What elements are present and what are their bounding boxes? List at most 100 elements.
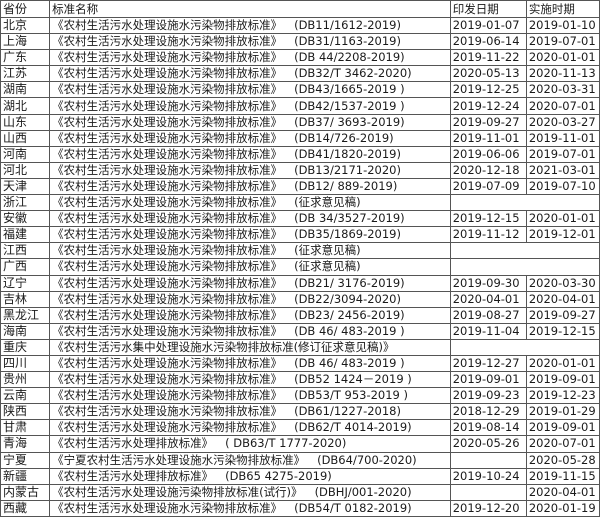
issue-date-cell[interactable]: 2018-12-29 [449,403,527,421]
effective-date-cell[interactable]: 2019-11-15 [525,467,600,485]
issue-date-cell[interactable]: 2019-01-07 [449,16,527,35]
standard-cell[interactable]: 《农村生活污水处理设施水污染物排放标准》 (DB22/3094-2020) [49,290,451,308]
province-cell[interactable]: 贵州 [0,371,51,389]
issue-date-cell[interactable]: 2019-12-25 [449,81,527,99]
issue-date-cell[interactable]: 2020-12-18 [449,161,527,179]
issue-date-cell[interactable]: 2019-12-27 [449,354,527,373]
effective-date-cell[interactable]: 2019-12-01 [525,226,600,244]
province-cell[interactable]: 河北 [0,161,51,179]
province-cell[interactable]: 辽宁 [0,274,51,292]
standard-cell[interactable]: 《农村生活污水处理设施水污染物排放标准》 (DB 44/2208-2019) [49,49,451,67]
standard-cell[interactable]: 《农村生活污水处理设施水污染物排放标准》 (征求意见稿) [49,258,451,276]
effective-date-cell[interactable]: 2020-04-01 [525,290,600,308]
effective-date-cell[interactable]: 2019-07-01 [525,145,600,163]
province-cell[interactable]: 青海 [0,435,51,453]
province-cell[interactable]: 云南 [0,387,51,405]
effective-date-cell[interactable]: 2019-01-10 [525,16,600,35]
date-cell-empty[interactable] [449,194,600,212]
effective-date-cell[interactable]: 2019-07-10 [525,177,600,196]
province-cell[interactable]: 吉林 [0,290,51,308]
issue-date-cell[interactable]: 2019-11-12 [449,226,527,244]
province-cell[interactable]: 湖北 [0,97,51,115]
issue-date-cell[interactable] [449,483,527,501]
province-cell[interactable]: 广西 [0,258,51,276]
effective-date-cell[interactable]: 2019-09-01 [525,371,600,389]
standard-cell[interactable]: 《农村生活污水处理设施污染物排放标准(试行)》 (DBHJ/001-2020) [49,483,451,501]
effective-date-cell[interactable]: 2020-01-01 [525,354,600,373]
province-cell[interactable]: 山东 [0,113,51,131]
standard-cell[interactable]: 《农村生活污水集中处理设施水污染物排放标准(修订征求意见稿)》 [49,338,451,356]
province-cell[interactable]: 陕西 [0,403,51,421]
standard-cell[interactable]: 《农村生活污水处理设施水污染物排放标准》 (DB 46/ 483-2019 ) [49,354,451,373]
standard-cell[interactable]: 《农村生活污水处理设施水污染物排放标准》 (DB54/T 0182-2019) [49,499,451,517]
standard-cell[interactable]: 《农村生活污水处理设施水污染物排放标准》 (征求意见稿) [49,194,451,212]
effective-date-cell[interactable]: 2019-12-15 [525,322,600,340]
province-cell[interactable]: 黑龙江 [0,306,51,324]
issue-date-cell[interactable] [449,451,527,469]
standard-cell[interactable]: 《农村生活污水处理设施水污染物排放标准》 (DB62/T 4014-2019) [49,419,451,437]
effective-date-cell[interactable]: 2020-05-28 [525,451,600,469]
issue-date-cell[interactable]: 2019-11-01 [449,129,527,147]
standard-cell[interactable]: 《农村生活污水处理设施水污染物排放标准》 (DB43/1665-2019 ) [49,81,451,99]
province-cell[interactable]: 江苏 [0,65,51,83]
standard-cell[interactable]: 《农村生活污水处理设施水污染物排放标准》 (DB31/1163-2019) [49,33,451,51]
issue-date-cell[interactable]: 2019-11-04 [449,322,527,340]
effective-date-cell[interactable]: 2020-01-01 [525,49,600,67]
effective-date-cell[interactable]: 2019-09-27 [525,306,600,324]
standard-cell[interactable]: 《农村生活污水处理设施水污染物排放标准》 (DB13/2171-2020) [49,161,451,179]
standard-cell[interactable]: 《农村生活污水处理设施水污染物排放标准》 (DB12/ 889-2019) [49,177,451,196]
province-cell[interactable]: 北京 [0,16,51,35]
effective-date-cell[interactable]: 2021-03-01 [525,161,600,179]
province-cell[interactable]: 重庆 [0,338,51,356]
issue-date-cell[interactable]: 2019-11-22 [449,49,527,67]
issue-date-cell[interactable]: 2019-06-06 [449,145,527,163]
issue-date-cell[interactable]: 2019-08-27 [449,306,527,324]
province-cell[interactable]: 上海 [0,33,51,51]
standard-cell[interactable]: 《农村生活污水处理设施水污染物排放标准》 (DB37/ 3693-2019) [49,113,451,131]
effective-date-cell[interactable]: 2020-11-13 [525,65,600,83]
province-cell[interactable]: 甘肃 [0,419,51,437]
issue-date-cell[interactable]: 2019-12-24 [449,97,527,115]
standard-cell[interactable]: 《农村生活污水处理设施水污染物排放标准》 (DB61/1227-2018) [49,403,451,421]
issue-date-cell[interactable]: 2019-12-15 [449,210,527,228]
standard-cell[interactable]: 《农村生活污水处理设施水污染物排放标准》 (DB 46/ 483-2019 ) [49,322,451,340]
effective-date-cell[interactable]: 2019-12-23 [525,387,600,405]
standard-cell[interactable]: 《农村生活污水处理设施水污染物排放标准》 (DB53/T 953-2019 ) [49,387,451,405]
standard-cell[interactable]: 《农村生活污水处理设施水污染物排放标准》 (征求意见稿) [49,242,451,260]
effective-date-cell[interactable]: 2020-03-30 [525,274,600,292]
standard-cell[interactable]: 《农村生活污水处理设施水污染物排放标准》 (DB 34/3527-2019) [49,210,451,228]
effective-date-cell[interactable]: 2020-07-01 [525,97,600,115]
province-cell[interactable]: 海南 [0,322,51,340]
standard-cell[interactable]: 《宁夏农村生活污水处理设施水污染物排放标准》 (DB64/700-2020) [49,451,451,469]
issue-date-cell[interactable]: 2019-09-30 [449,274,527,292]
province-cell[interactable]: 广东 [0,49,51,67]
date-cell-empty[interactable] [449,242,600,260]
province-cell[interactable]: 内蒙古 [0,483,51,501]
province-cell[interactable]: 湖南 [0,81,51,99]
province-cell[interactable]: 安徽 [0,210,51,228]
province-cell[interactable]: 山西 [0,129,51,147]
standard-cell[interactable]: 《农村生活污水处理排放标准》 ( DB63/T 1777-2020) [49,435,451,453]
effective-date-cell[interactable]: 2020-03-27 [525,113,600,131]
province-cell[interactable]: 福建 [0,226,51,244]
province-cell[interactable]: 河南 [0,145,51,163]
effective-date-cell[interactable]: 2020-01-01 [525,210,600,228]
issue-date-cell[interactable]: 2019-12-20 [449,499,527,517]
date-cell-empty[interactable] [449,258,600,276]
issue-date-cell[interactable]: 2019-07-09 [449,177,527,196]
standard-cell[interactable]: 《农村生活污水处理设施水污染物排放标准》 (DB35/1869-2019) [49,226,451,244]
effective-date-cell[interactable]: 2020-04-01 [525,483,600,501]
issue-date-cell[interactable]: 2019-09-01 [449,371,527,389]
effective-date-cell[interactable]: 2020-07-01 [525,435,600,453]
province-cell[interactable]: 西藏 [0,499,51,517]
effective-date-cell[interactable]: 2019-11-01 [525,129,600,147]
standard-cell[interactable]: 《农村生活污水处理设施水污染物排放标准》 (DB23/ 2456-2019) [49,306,451,324]
issue-date-cell[interactable]: 2019-10-24 [449,467,527,485]
effective-date-cell[interactable]: 2020-03-31 [525,81,600,99]
issue-date-cell[interactable]: 2020-05-26 [449,435,527,453]
province-cell[interactable]: 四川 [0,354,51,373]
effective-date-cell[interactable]: 2019-09-01 [525,419,600,437]
province-cell[interactable]: 宁夏 [0,451,51,469]
issue-date-cell[interactable]: 2019-06-14 [449,33,527,51]
date-cell-empty[interactable] [449,338,600,356]
